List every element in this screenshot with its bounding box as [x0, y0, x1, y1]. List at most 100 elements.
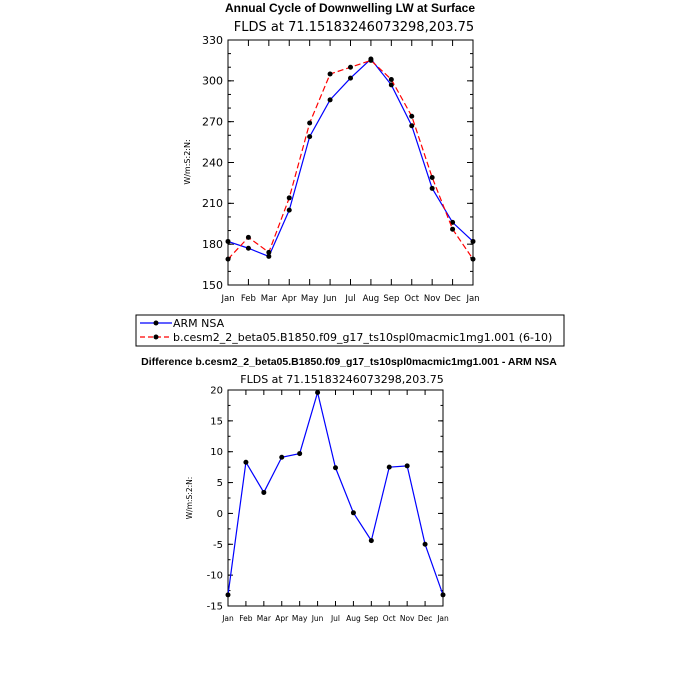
chart1-point [450, 226, 456, 232]
chart2-point [386, 464, 392, 470]
chart2-xtick-label: Feb [239, 614, 253, 623]
chart1-point [368, 57, 374, 63]
chart1-point [429, 185, 435, 191]
chart1-series-line-1 [227, 59, 474, 260]
chart2-xtick-label: Sep [364, 614, 378, 623]
chart2-subtitle: FLDS at 71.15183246073298,203.75 [240, 373, 443, 386]
chart1-legend: ARM NSA b.cesm2_2_beta05.B1850.f09_g17_t… [135, 314, 565, 347]
legend-label-model: b.cesm2_2_beta05.B1850.f09_g17_ts10spl0m… [173, 331, 552, 344]
chart2-xtick-label: Jan [221, 614, 234, 623]
chart1-point [409, 123, 415, 129]
chart1-point [307, 134, 313, 140]
chart1-point [409, 113, 415, 119]
chart2-plot-frame [227, 389, 444, 607]
chart2-point [440, 592, 446, 598]
chart1-xtick-label: Jul [344, 294, 355, 304]
chart1-xtick-label: Nov [424, 294, 441, 304]
chart1-point [470, 256, 476, 262]
chart1-xtick-label: Jan [220, 294, 234, 304]
chart1-axes: 150 180 210 240 270 300 330 Jan Feb Mar Apr May Jun J… [202, 34, 480, 304]
chart2-point [225, 592, 231, 598]
chart1-point [327, 71, 333, 77]
chart2-axes: -15 -10 -5 0 5 10 15 20 Jan Feb Mar Apr May Jun Jul Aug… [207, 386, 449, 624]
chart2-xtick-label: May [292, 614, 308, 623]
chart2-series [225, 389, 446, 598]
legend-marker-arm [153, 320, 159, 326]
chart2-series-line-0 [227, 390, 444, 596]
chart2-title: Difference b.cesm2_2_beta05.B1850.f09_g1… [141, 356, 557, 368]
legend-box [135, 314, 565, 347]
legend-label-arm: ARM NSA [173, 317, 225, 330]
chart2-ytick-label: -10 [207, 571, 223, 582]
chart1-xtick-label: Dec [444, 294, 461, 304]
chart1-subtitle: FLDS at 71.15183246073298,203.75 [234, 20, 474, 35]
chart1-point [348, 75, 353, 81]
chart2-xtick-label: Dec [418, 614, 433, 623]
chart2-point [279, 454, 285, 460]
chart2-point [261, 489, 267, 495]
chart2-xtick-label: Mar [257, 614, 272, 623]
chart1-point [286, 195, 292, 201]
chart1-point [429, 174, 435, 180]
chart2-point [315, 389, 321, 395]
chart1-xtick-label: May [301, 294, 319, 304]
chart2-ylabel: W/m:S:2:N: [185, 477, 194, 520]
chart1-ylabel: W/m:S:2:N: [183, 139, 192, 184]
chart2-xtick-label: Jan [436, 614, 449, 623]
chart1-ytick-label: 210 [202, 197, 223, 210]
chart1-point [266, 253, 272, 259]
chart2-point [297, 451, 303, 457]
chart1-ytick-label: 330 [202, 34, 223, 47]
chart1-xtick-label: Sep [383, 294, 399, 304]
chart1-point [225, 256, 231, 262]
chart1-point [388, 82, 394, 88]
chart2-ytick-label: -5 [213, 540, 223, 551]
chart1-xtick-label: Apr [282, 294, 297, 304]
chart2-ytick-label: -15 [207, 602, 223, 613]
chart2-xtick-label: Jun [311, 614, 324, 623]
chart2-xtick-label: Jul [330, 614, 340, 623]
chart1-xtick-label: Aug [363, 294, 380, 304]
chart1-point [266, 249, 272, 255]
chart2-point [333, 465, 338, 471]
chart2-point [404, 463, 410, 469]
chart1-xtick-label: Oct [404, 294, 419, 304]
chart2-xtick-label: Nov [400, 614, 415, 623]
chart1-xtick-label: Mar [261, 294, 278, 304]
chart1-point [286, 207, 292, 213]
chart2-ytick-label: 20 [210, 386, 223, 397]
chart2-point [350, 510, 356, 516]
chart2-point [368, 538, 374, 544]
chart2-xtick-label: Oct [383, 614, 396, 623]
chart1-point [245, 245, 251, 251]
chart2-xtick-label: Aug [346, 614, 361, 623]
chart1-point [245, 234, 251, 240]
chart1-point [450, 219, 456, 225]
chart1-point [225, 238, 231, 244]
chart1-ytick-label: 270 [202, 116, 223, 129]
chart1-title: Annual Cycle of Downwelling LW at Surfac… [225, 1, 475, 15]
chart1-ytick-label: 180 [202, 238, 223, 251]
chart1-point [348, 64, 353, 70]
chart1-point [388, 76, 394, 82]
chart2-ytick-label: 0 [217, 509, 223, 520]
chart2-ytick-label: 10 [210, 447, 223, 458]
chart1-xtick-label: Feb [241, 294, 256, 304]
chart1-point [470, 238, 476, 244]
chart1-ytick-label: 240 [202, 156, 223, 169]
chart2-point [243, 459, 249, 465]
chart1-series [225, 56, 476, 262]
chart2-point [422, 541, 428, 547]
chart1-xtick-label: Jun [322, 294, 336, 304]
chart2-ytick-label: 15 [210, 416, 223, 427]
legend-marker-model [153, 334, 159, 340]
chart1-xtick-label: Jan [465, 294, 479, 304]
chart2-ytick-label: 5 [217, 478, 223, 489]
chart1-ytick-label: 150 [202, 279, 223, 292]
chart2-xtick-label: Apr [275, 614, 289, 623]
chart1-series-line-0 [227, 58, 474, 258]
chart1-point [327, 97, 333, 103]
chart1-ytick-label: 300 [202, 75, 223, 88]
chart1-point [307, 120, 313, 126]
